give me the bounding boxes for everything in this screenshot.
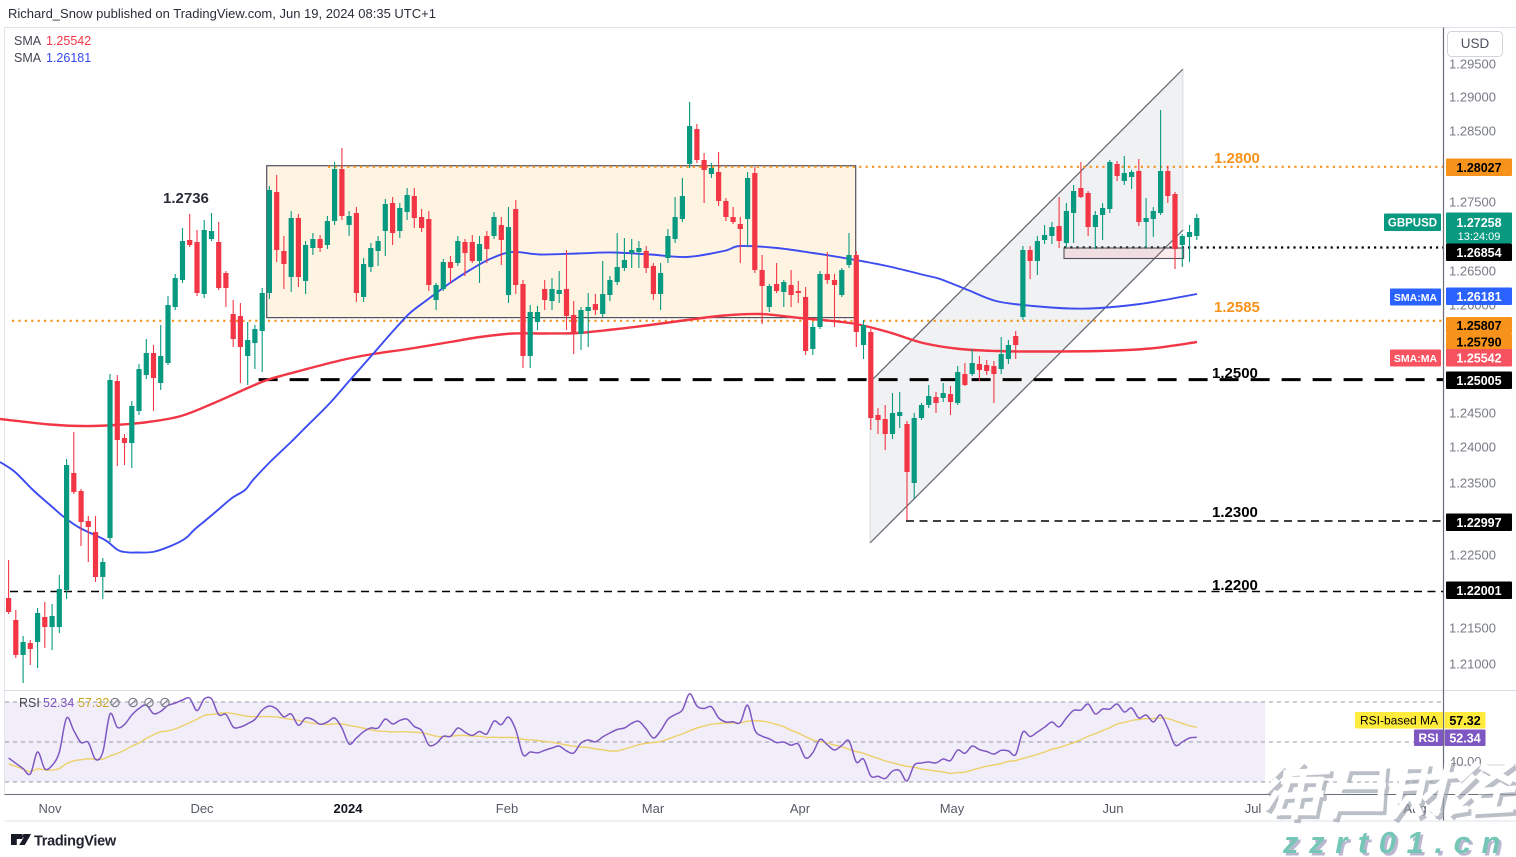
svg-text:1.2585: 1.2585 [1214, 299, 1260, 316]
svg-text:RSI: RSI [19, 696, 40, 710]
svg-text:1.26500: 1.26500 [1449, 264, 1496, 279]
svg-text:52.34: 52.34 [43, 696, 74, 710]
svg-text:1.27500: 1.27500 [1449, 195, 1496, 210]
svg-text:Nov: Nov [38, 801, 62, 816]
svg-text:Richard_Snow published on Trad: Richard_Snow published on TradingView.co… [8, 6, 436, 21]
svg-text:SMA: SMA [14, 34, 42, 48]
svg-text:13:24:09: 13:24:09 [1458, 231, 1501, 243]
svg-text:52.34: 52.34 [1449, 731, 1480, 745]
svg-text:1.22001: 1.22001 [1456, 584, 1501, 598]
svg-text:USD: USD [1461, 36, 1490, 51]
svg-text:SMA: SMA [14, 51, 42, 65]
svg-text:1.24500: 1.24500 [1449, 406, 1496, 421]
svg-text:1.29500: 1.29500 [1449, 57, 1496, 72]
svg-text:1.28500: 1.28500 [1449, 124, 1496, 139]
svg-text:1.22997: 1.22997 [1456, 516, 1501, 530]
svg-text:1.29000: 1.29000 [1449, 90, 1496, 105]
svg-text:1.25542: 1.25542 [1456, 351, 1501, 365]
svg-text:SMA:MA: SMA:MA [1394, 353, 1438, 365]
svg-text:1.2300: 1.2300 [1212, 504, 1258, 521]
svg-text:1.26181: 1.26181 [1456, 290, 1501, 304]
svg-text:1.28027: 1.28027 [1456, 161, 1501, 175]
svg-text:RSI: RSI [1418, 731, 1438, 745]
svg-text:May: May [940, 801, 965, 816]
svg-text:Feb: Feb [496, 801, 518, 816]
svg-text:1.27258: 1.27258 [1456, 216, 1501, 230]
svg-text:1.2736: 1.2736 [163, 190, 209, 207]
svg-text:Jul: Jul [1245, 801, 1262, 816]
svg-text:Apr: Apr [790, 801, 811, 816]
svg-text:TradingView: TradingView [34, 834, 117, 850]
svg-text:GBPUSD: GBPUSD [1388, 217, 1437, 229]
svg-text:zzrt01.cn: zzrt01.cn [1285, 828, 1514, 857]
svg-text:Jun: Jun [1103, 801, 1124, 816]
svg-text:1.23500: 1.23500 [1449, 476, 1496, 491]
svg-text:2024: 2024 [334, 801, 364, 816]
svg-text:1.2200: 1.2200 [1212, 577, 1258, 594]
svg-text:1.2500: 1.2500 [1212, 365, 1258, 382]
svg-text:1.2800: 1.2800 [1214, 150, 1260, 167]
svg-text:RSI-based MA: RSI-based MA [1360, 714, 1438, 728]
svg-text:1.26854: 1.26854 [1456, 246, 1501, 260]
svg-text:1.25807: 1.25807 [1456, 319, 1501, 333]
svg-text:1.25542: 1.25542 [46, 34, 91, 48]
svg-text:1.26181: 1.26181 [46, 51, 91, 65]
svg-text:1.21500: 1.21500 [1449, 621, 1496, 636]
svg-text:zzrt01.cn: zzrt01.cn [1282, 825, 1511, 857]
svg-text:1.22500: 1.22500 [1449, 548, 1496, 563]
svg-text:Mar: Mar [642, 801, 665, 816]
svg-text:1.21000: 1.21000 [1449, 657, 1496, 672]
svg-text:1.25005: 1.25005 [1456, 374, 1501, 388]
svg-text:57.32: 57.32 [78, 696, 109, 710]
svg-text:57.32: 57.32 [1449, 714, 1480, 728]
svg-text:1.25790: 1.25790 [1456, 335, 1501, 349]
svg-text:Dec: Dec [190, 801, 214, 816]
svg-text:1.24000: 1.24000 [1449, 440, 1496, 455]
svg-text:SMA:MA: SMA:MA [1394, 292, 1438, 304]
